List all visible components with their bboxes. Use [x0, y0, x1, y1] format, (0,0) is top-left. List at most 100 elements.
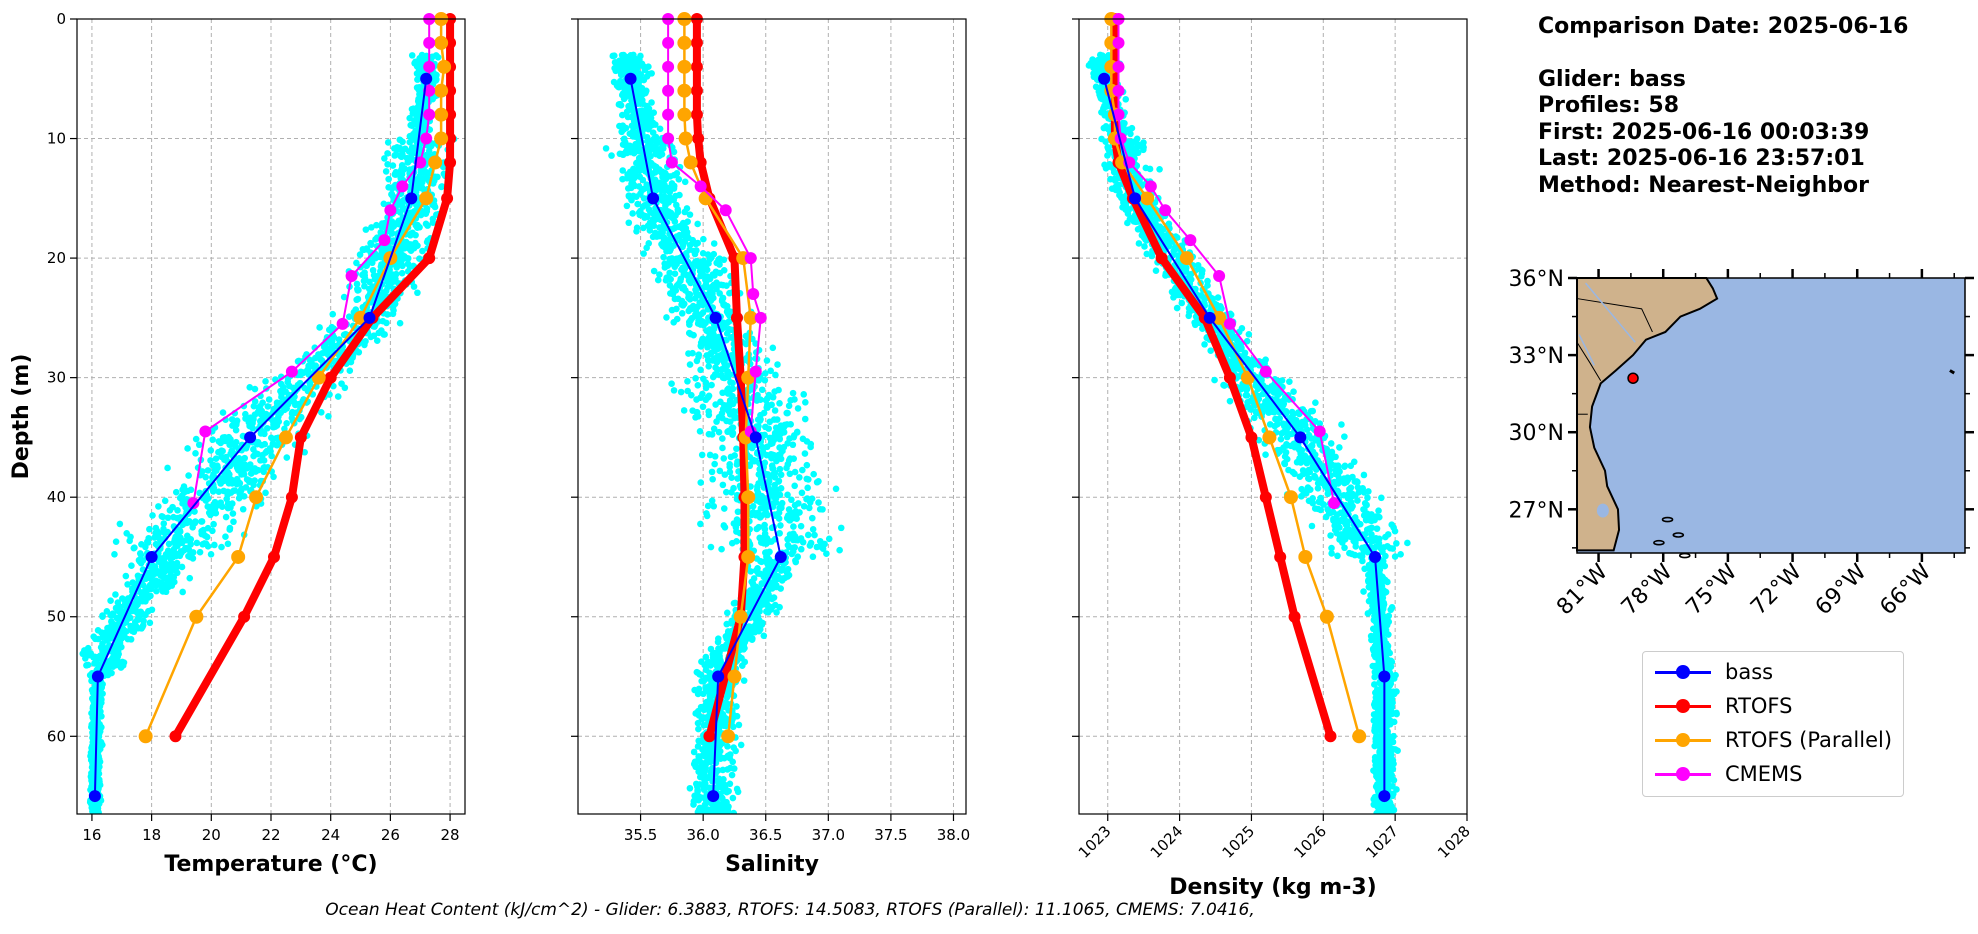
series-point — [709, 311, 722, 324]
x-tick-label: 26 — [381, 826, 400, 844]
scatter-point — [128, 585, 136, 593]
scatter-point — [199, 527, 207, 535]
scatter-point — [221, 433, 229, 441]
scatter-point — [728, 539, 736, 547]
scatter-point — [809, 553, 817, 561]
scatter-point — [395, 145, 402, 153]
scatter-point — [396, 136, 404, 144]
series-line-bass — [93, 78, 428, 797]
scatter-point — [421, 168, 429, 175]
scatter-point — [341, 384, 349, 392]
scatter-point — [673, 315, 681, 323]
scatter-point — [152, 570, 159, 577]
scatter-point — [708, 468, 716, 476]
scatter-point — [643, 244, 650, 252]
scatter-point — [622, 85, 630, 93]
scatter-point — [726, 460, 733, 468]
scatter-point — [416, 180, 424, 188]
scatter-point — [384, 161, 391, 168]
scatter-point — [614, 80, 621, 88]
scatter-point — [704, 356, 712, 364]
scatter-point — [837, 524, 845, 532]
scatter-point — [713, 418, 720, 425]
scatter-point — [650, 179, 657, 187]
scatter-point — [758, 443, 766, 451]
scatter-point — [776, 529, 783, 537]
scatter-point — [144, 538, 151, 546]
series-point — [747, 287, 760, 300]
scatter-point — [719, 389, 726, 397]
scatter-point — [227, 476, 235, 483]
scatter-point — [189, 549, 197, 556]
scatter-point — [694, 783, 701, 790]
scatter-point — [753, 525, 761, 533]
scatter-point — [1327, 532, 1334, 539]
scatter-point — [196, 489, 203, 497]
scatter-point — [159, 571, 167, 579]
scatter-point — [697, 520, 704, 528]
scatter-point — [397, 167, 405, 174]
scatter-point — [723, 788, 731, 796]
scatter-point — [328, 323, 336, 331]
scatter-point — [793, 428, 801, 436]
scatter-point — [173, 550, 181, 558]
scatter-point — [707, 662, 714, 669]
scatter-point — [235, 494, 243, 502]
scatter-point — [726, 411, 734, 418]
scatter-point — [288, 414, 296, 422]
scatter-point — [719, 481, 727, 489]
scatter-point — [760, 632, 768, 640]
scatter-point — [779, 566, 787, 573]
scatter-point — [283, 454, 291, 461]
scatter-point — [306, 356, 313, 364]
scatter-point — [694, 239, 702, 247]
scatter-point — [679, 219, 687, 227]
scatter-point — [746, 589, 754, 596]
scatter-point — [744, 635, 752, 642]
scatter-point — [656, 152, 663, 159]
scatter-point — [623, 202, 631, 210]
scatter-point — [179, 521, 186, 529]
scatter-point — [697, 366, 704, 374]
scatter-point — [90, 719, 97, 726]
scatter-point — [761, 530, 769, 538]
scatter-point — [87, 756, 95, 764]
scatter-point — [769, 344, 777, 352]
scatter-point — [328, 338, 336, 346]
series-point — [434, 83, 449, 98]
scatter-point — [626, 130, 634, 138]
series-point — [199, 425, 212, 438]
scatter-point — [648, 99, 655, 106]
scatter-point — [700, 283, 708, 291]
scatter-point — [723, 282, 730, 289]
scatter-point — [96, 815, 103, 822]
series-point — [423, 36, 436, 49]
scatter-point — [304, 366, 312, 374]
series-point — [712, 670, 725, 683]
scatter-point — [663, 314, 670, 321]
scatter-point — [284, 375, 292, 383]
scatter-point — [772, 371, 779, 379]
scatter-point — [761, 502, 768, 509]
scatter-point — [790, 523, 797, 530]
scatter-point — [135, 556, 143, 564]
scatter-point — [708, 756, 716, 763]
scatter-point — [204, 543, 212, 550]
scatter-point — [636, 211, 644, 219]
x-tick-label: 37.0 — [812, 826, 845, 844]
panel-frame — [577, 18, 967, 815]
scatter-point — [224, 500, 232, 507]
scatter-point — [791, 502, 799, 509]
series-point — [698, 191, 713, 206]
scatter-point — [719, 444, 726, 452]
scatter-point — [257, 430, 265, 437]
scatter-point — [397, 247, 404, 255]
scatter-point — [267, 415, 274, 422]
scatter-point — [650, 109, 658, 116]
scatter-point — [187, 541, 194, 548]
scatter-point — [626, 168, 634, 176]
scatter-point — [789, 441, 797, 449]
scatter-point — [424, 174, 431, 182]
scatter-point — [685, 329, 693, 337]
scatter-point — [340, 293, 348, 301]
